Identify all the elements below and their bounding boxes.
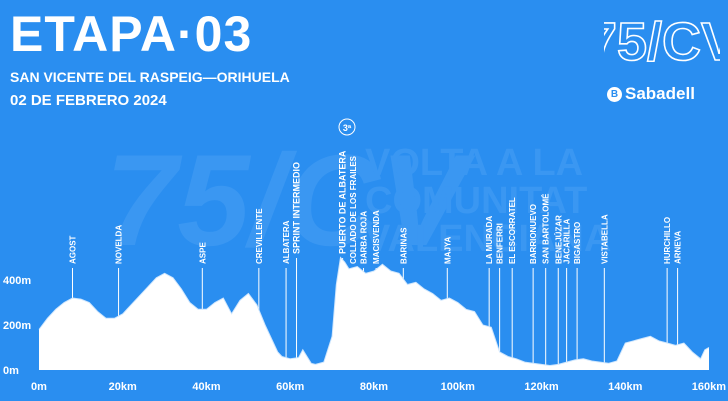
sabadell-icon: B [607,86,622,102]
climb-badge-circle [338,118,356,136]
marker-label: AGOST [69,235,78,264]
marker-label: ALBATERA [282,220,291,264]
x-tick-label: 140km [608,381,642,393]
marker-label: SAN BARTOLOMÉ [542,193,551,264]
x-tick-label: 60km [276,381,304,393]
marker-label: PUERTO DE ALBATERA [338,150,348,254]
x-tick-label: 160km [692,381,726,393]
marker-label: NOVELDA [115,225,124,264]
marker-label: VISTABELLA [600,214,609,264]
brand-logo: 75/CV [604,11,720,72]
y-tick-label: 400m [3,275,31,287]
marker-label: LA MURADA [485,216,494,264]
climb-badge-label: 3ª [343,123,352,133]
x-tick-label: 0m [31,381,47,393]
marker-label: EL ESCORRATEL [508,197,517,264]
marker-label: JACARILLA [563,218,572,264]
y-tick-label: 200m [3,320,31,332]
brand-logo-text: 75/CV [604,12,720,72]
marker-label: MACISVENDA [372,210,381,264]
elevation-area [39,257,709,370]
watermark-line-3: VALENCIANA [365,218,611,260]
x-axis: 0m 20km 40km 60km 80km 100km 120km 140km 160km [31,381,726,393]
sponsor-logo: B Sabadell [607,84,695,104]
marker-label: MAJYA [443,237,452,264]
climb-badge: 3ª [338,118,356,136]
y-tick-label: 0m [3,365,19,377]
elevation-line [38,256,710,367]
sponsor-name: Sabadell [625,84,695,103]
y-axis: 0m 200m 400m [3,275,31,377]
marker-label: ASPE [198,242,207,264]
x-tick-label: 120km [524,381,558,393]
page-title: ETAPA·03 [10,6,253,62]
marker-label: SPRINT INTERMEDIO [292,162,302,254]
x-tick-label: 80km [360,381,388,393]
x-tick-label: 20km [109,381,137,393]
stage-date: 02 DE FEBRERO 2024 [10,92,167,109]
route-subtitle: SAN VICENTE DEL RASPEIG—ORIHUELA [10,69,290,85]
watermark-line-2: COMUNITAT [365,180,587,222]
marker-label: BENEJÚZAR [554,215,563,264]
marker-label: COLLADO DE LOS FRAILES [349,155,358,264]
marker-label: CREVILLENTE [255,208,264,264]
x-tick-label: 40km [192,381,220,393]
x-tick-label: 100km [441,381,475,393]
marker-label: BIGASTRO [573,222,582,264]
marker-label: HURCHILLO [663,217,672,264]
watermark-logo-text: 75/CV [105,127,476,273]
marker-label: BENFERRI [496,223,505,264]
marker-label: BARRIONUEVO [529,204,538,264]
marker-label: ARNEVA [674,231,683,264]
marker-label: BARBA ROJA [360,211,369,264]
marker-label: BARINAS [399,227,408,264]
watermark-line-1: VOLTA A LA [365,142,583,184]
